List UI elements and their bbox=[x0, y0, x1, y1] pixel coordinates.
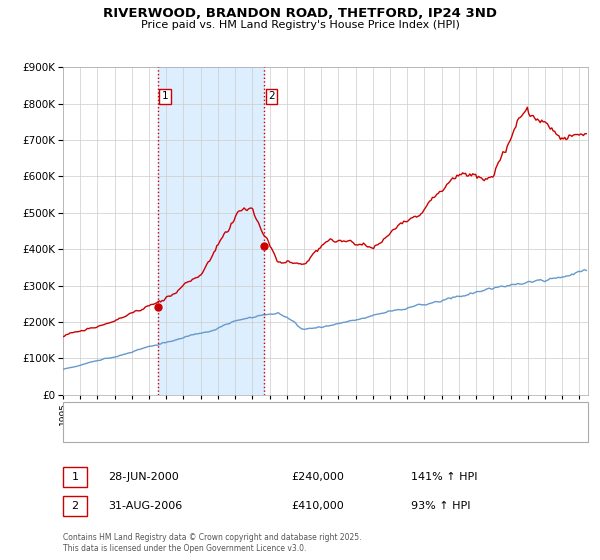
Text: 141% ↑ HPI: 141% ↑ HPI bbox=[411, 472, 478, 482]
Text: £240,000: £240,000 bbox=[291, 472, 344, 482]
Text: ——: —— bbox=[72, 407, 94, 417]
Text: HPI: Average price, detached house, Breckland: HPI: Average price, detached house, Brec… bbox=[102, 426, 331, 436]
Text: 1: 1 bbox=[71, 472, 79, 482]
Text: RIVERWOOD, BRANDON ROAD, THETFORD, IP24 3ND (detached house): RIVERWOOD, BRANDON ROAD, THETFORD, IP24 … bbox=[102, 407, 452, 417]
Text: 31-AUG-2006: 31-AUG-2006 bbox=[108, 501, 182, 511]
Text: Contains HM Land Registry data © Crown copyright and database right 2025.
This d: Contains HM Land Registry data © Crown c… bbox=[63, 533, 361, 553]
Text: 28-JUN-2000: 28-JUN-2000 bbox=[108, 472, 179, 482]
Text: 2: 2 bbox=[268, 91, 275, 101]
Text: ——: —— bbox=[72, 426, 94, 436]
Text: £410,000: £410,000 bbox=[291, 501, 344, 511]
Text: 1: 1 bbox=[162, 91, 169, 101]
Text: 93% ↑ HPI: 93% ↑ HPI bbox=[411, 501, 470, 511]
Text: Price paid vs. HM Land Registry's House Price Index (HPI): Price paid vs. HM Land Registry's House … bbox=[140, 20, 460, 30]
Text: RIVERWOOD, BRANDON ROAD, THETFORD, IP24 3ND: RIVERWOOD, BRANDON ROAD, THETFORD, IP24 … bbox=[103, 7, 497, 20]
Bar bbox=[158, 67, 264, 395]
Text: 2: 2 bbox=[71, 501, 79, 511]
